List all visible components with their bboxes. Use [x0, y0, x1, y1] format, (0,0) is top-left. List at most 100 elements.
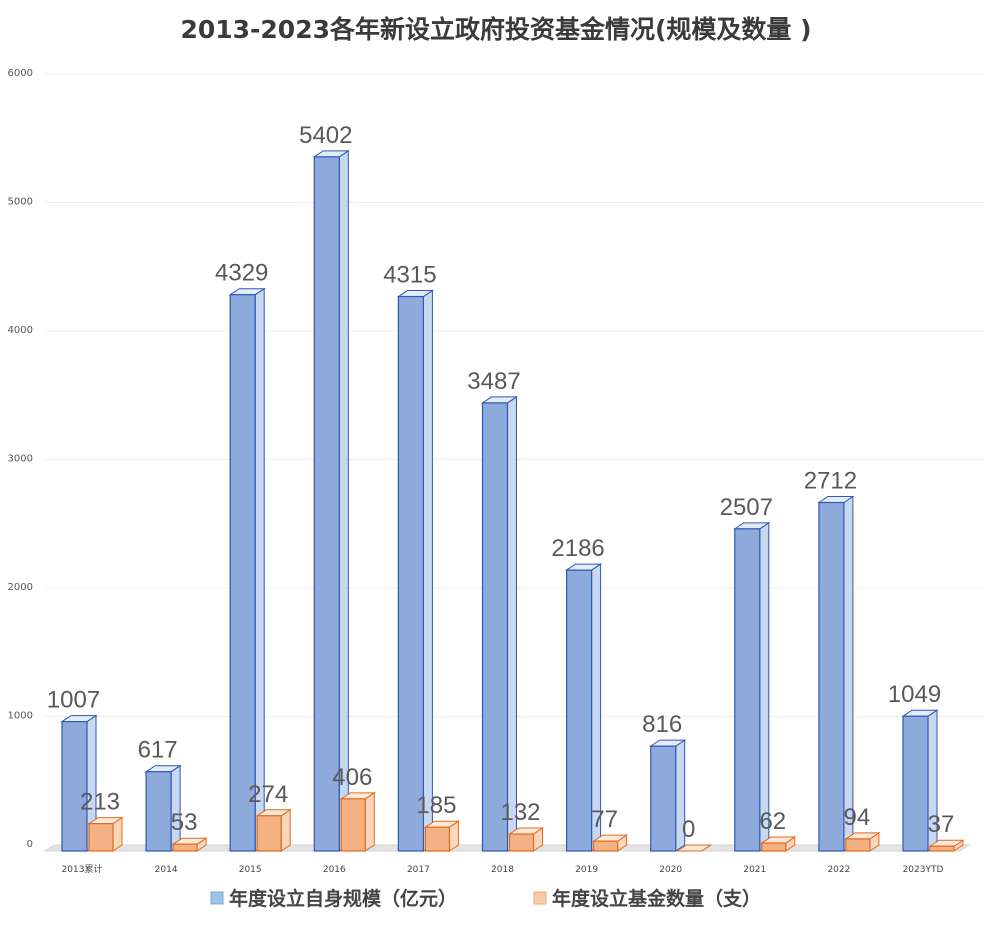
bar-series2-2016: [339, 791, 376, 852]
bar-series2-2016-front: [340, 798, 366, 852]
x-tick-label: 2023YTD: [903, 865, 944, 875]
bar-series1-2016: [312, 149, 350, 852]
x-tick-label: 2013累计: [62, 863, 103, 875]
bar-series2-2013累计-front: [88, 823, 114, 852]
y-tick-label: 5000: [8, 197, 33, 208]
bar-series1-2017: [396, 289, 435, 852]
bar-series2-2014: [171, 837, 208, 852]
bar-series1-2015: [228, 287, 266, 852]
bar-series2-2017: [423, 820, 461, 852]
data-label-series1: 2507: [720, 494, 773, 521]
data-label-series1: 2186: [551, 535, 604, 562]
bar-series2-2020: [676, 844, 713, 852]
x-tick-label: 2014: [155, 865, 178, 875]
bar-series1-2016-side: [338, 149, 349, 852]
bar-series1-2013累计: [60, 714, 98, 852]
data-label-series1: 2712: [804, 468, 857, 495]
bar-series1-2013累计-front: [61, 721, 88, 852]
bar-series1-2016-front: [313, 156, 340, 852]
y-tick-label: 3000: [8, 454, 33, 465]
bar-series1-2021-front: [734, 528, 761, 852]
bar-series1-2020: [649, 739, 687, 852]
bar-series1-2020-front: [650, 745, 677, 852]
bar-series2-2021-front: [761, 842, 787, 852]
bar-series1-2018-side: [507, 395, 517, 852]
data-label-series1: 4315: [383, 262, 436, 289]
y-tick-label: 2000: [8, 582, 33, 593]
bar-series1-2014: [144, 764, 182, 852]
bar-series2-2015-side: [280, 808, 291, 852]
legend-label-series-2: 年度设立基金数量（支）: [552, 887, 761, 910]
bar-series1-2023YTD: [901, 709, 939, 852]
bar-series2-2020-top: [676, 844, 713, 852]
data-label-series2: 406: [332, 764, 372, 791]
y-tick-label: 4000: [8, 325, 33, 336]
bar-series1-2018: [480, 395, 519, 852]
bar-series1-2023YTD-front: [902, 715, 929, 852]
bar-series2-2018: [507, 827, 545, 852]
bar-series1-2015-front: [229, 294, 256, 852]
x-tick-label: 2017: [407, 865, 430, 875]
bar-series2-2013累计: [87, 816, 124, 852]
data-label-series1: 617: [138, 737, 178, 764]
data-label-series1: 4329: [215, 260, 268, 287]
legend-swatch-series-2: [533, 891, 547, 905]
data-label-series1: 5402: [299, 122, 352, 149]
x-tick-label: 2022: [827, 865, 850, 875]
legend-swatch-series-1: [210, 891, 224, 905]
bar-series2-2023YTD: [928, 839, 965, 852]
bar-series2-2023YTD-front: [929, 845, 955, 852]
bar-series1-2019-front: [565, 569, 593, 852]
bar-series1-2022-front: [818, 501, 845, 852]
data-label-series2: 37: [928, 811, 955, 838]
bar-series1-2022-side: [843, 495, 854, 852]
x-tick-label: 2021: [743, 865, 766, 875]
x-tick-label: 2016: [323, 865, 346, 875]
data-label-series2: 185: [416, 792, 456, 819]
bar-series1-2015-side: [254, 287, 265, 852]
x-tick-label: 2019: [575, 865, 598, 875]
data-label-series2: 132: [500, 799, 540, 826]
bar-series1-2019: [564, 563, 603, 852]
bar-series1-2014-front: [145, 771, 172, 852]
data-label-series1: 3487: [467, 368, 520, 395]
x-tick-label: 2018: [491, 865, 514, 875]
bar-series2-2019: [591, 834, 629, 852]
data-label-series2: 77: [591, 806, 618, 833]
y-axis: 0 1000 2000 3000 4000 5000 6000: [8, 68, 33, 850]
bar-series2-2019-front: [592, 840, 619, 852]
x-axis: 2013累计 2014 2015 2016 2017 2018 2019 2020 2021 20…: [62, 863, 944, 875]
bar-series1-2017-front: [397, 295, 424, 852]
y-tick-label: 0: [27, 839, 33, 850]
chart-title: 2013-2023各年新设立政府投资基金情况(规模及数量 ): [180, 15, 811, 44]
y-tick-label: 6000: [8, 68, 33, 79]
bar-series2-2015: [255, 808, 292, 852]
x-tick-label: 2020: [659, 865, 682, 875]
data-label-series2: 0: [682, 816, 695, 843]
data-label-series1: 816: [642, 711, 682, 738]
bar-series1-2018-front: [481, 402, 509, 852]
bar-series2-2014-front: [172, 843, 198, 852]
data-label-series2: 213: [80, 789, 120, 816]
data-label-series2: 53: [171, 809, 198, 836]
y-tick-label: 1000: [8, 711, 33, 722]
legend-label-series-1: 年度设立自身规模（亿元）: [229, 887, 457, 910]
data-label-series2: 94: [844, 804, 871, 831]
bar-series2-2015-front: [256, 815, 282, 852]
bar-series1-2021: [733, 521, 771, 852]
bar-series2-2017-front: [424, 826, 450, 852]
bar-series2-2022-front: [845, 838, 871, 852]
x-tick-label: 2015: [239, 865, 262, 875]
data-labels: 1007 213 617 53 4329 274 5402 406 4315 185 3487 132…: [47, 122, 955, 843]
data-label-series2: 274: [248, 781, 288, 808]
bar-series1-2021-side: [759, 521, 770, 852]
data-label-series2: 62: [759, 808, 786, 835]
bars: [60, 149, 965, 852]
bar-series2-2016-side: [364, 791, 375, 852]
bar-series2-2021: [760, 836, 797, 852]
data-label-series1: 1049: [888, 681, 941, 708]
bar-series2-2018-front: [508, 833, 535, 852]
data-label-series1: 1007: [47, 687, 100, 714]
